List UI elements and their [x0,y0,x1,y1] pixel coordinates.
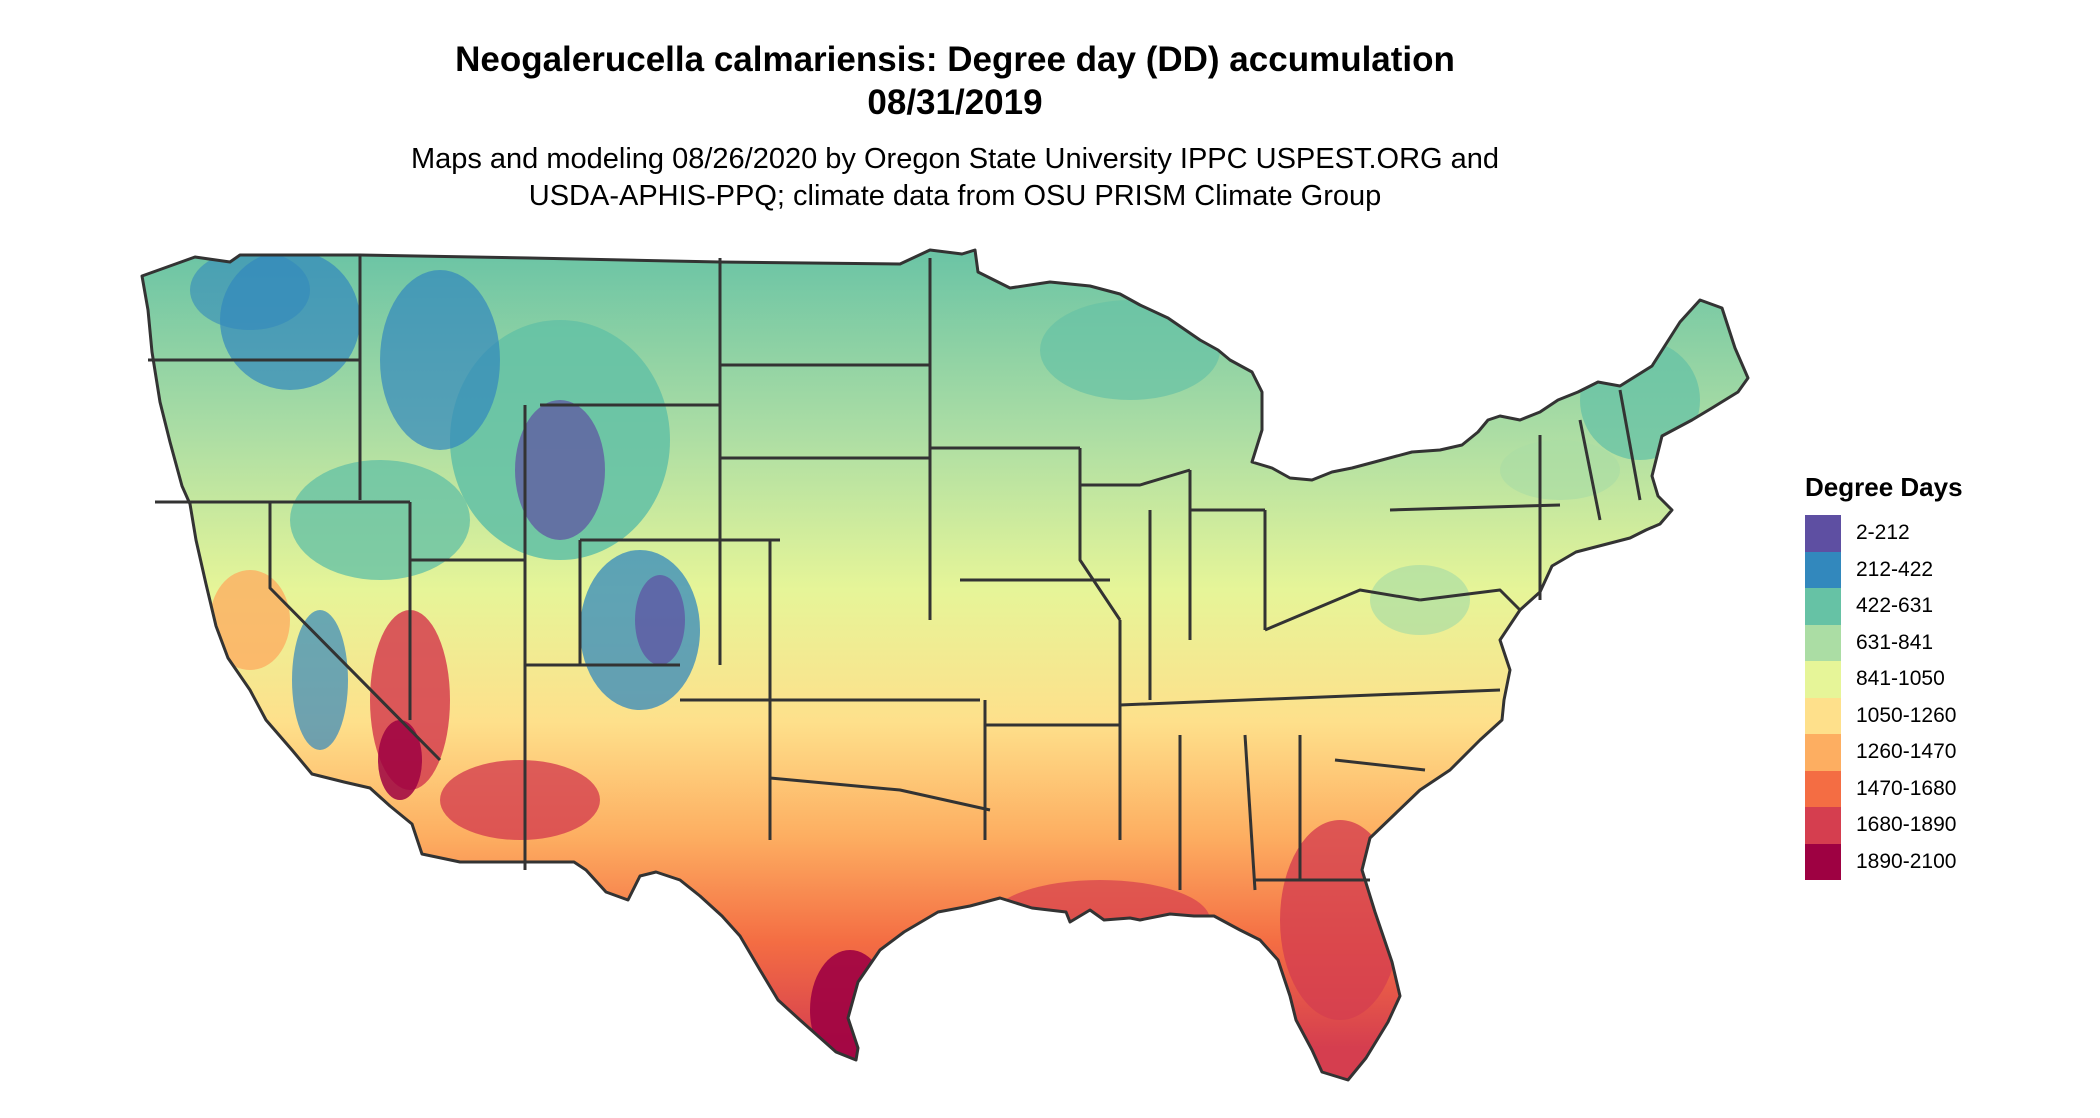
legend-label: 1680-1890 [1856,813,1957,837]
legend-items: 2-212 212-422 422-631 631-841 841-1050 1050-1… [1805,515,1963,880]
legend: Degree Days 2-212 212-422 422-631 631-841 84… [1805,472,1963,880]
legend-swatch [1805,515,1841,552]
legend-swatch [1805,551,1841,588]
map-date: 08/31/2019 [867,83,1043,122]
legend-item: 212-422 [1805,551,1963,588]
state-borders [140,248,1750,1082]
legend-swatch [1805,807,1841,844]
legend-item: 2-212 [1805,515,1963,552]
us-degree-day-map [140,248,1750,1082]
legend-label: 1470-1680 [1856,776,1957,800]
legend-swatch [1805,624,1841,661]
legend-label: 212-422 [1856,557,1934,581]
legend-title: Degree Days [1805,472,1963,502]
legend-swatch [1805,734,1841,771]
legend-label: 841-1050 [1856,667,1945,691]
legend-label: 631-841 [1856,630,1934,654]
map-title: Neogalerucella calmariensis: Degree day … [455,40,1455,79]
legend-item: 1890-2100 [1805,843,1963,880]
legend-swatch [1805,588,1841,625]
title-block: Neogalerucella calmariensis: Degree day … [0,38,1910,215]
legend-item: 841-1050 [1805,661,1963,698]
legend-label: 1260-1470 [1856,740,1957,764]
legend-swatch [1805,843,1841,880]
heatmap-layer [142,250,1748,1080]
legend-item: 1680-1890 [1805,807,1963,844]
legend-swatch [1805,697,1841,734]
legend-label: 1050-1260 [1856,703,1957,727]
subtitle-line-1: Maps and modeling 08/26/2020 by Oregon S… [410,143,1500,175]
legend-item: 1470-1680 [1805,770,1963,807]
legend-swatch [1805,770,1841,807]
legend-item: 631-841 [1805,624,1963,661]
legend-label: 422-631 [1856,594,1934,618]
legend-item: 1050-1260 [1805,697,1963,734]
subtitle-line-2: USDA-APHIS-PPQ; climate data from OSU PR… [528,180,1382,212]
legend-label: 2-212 [1856,521,1910,545]
legend-label: 1890-2100 [1856,849,1957,873]
legend-item: 422-631 [1805,588,1963,625]
legend-item: 1260-1470 [1805,734,1963,771]
legend-swatch [1805,661,1841,698]
